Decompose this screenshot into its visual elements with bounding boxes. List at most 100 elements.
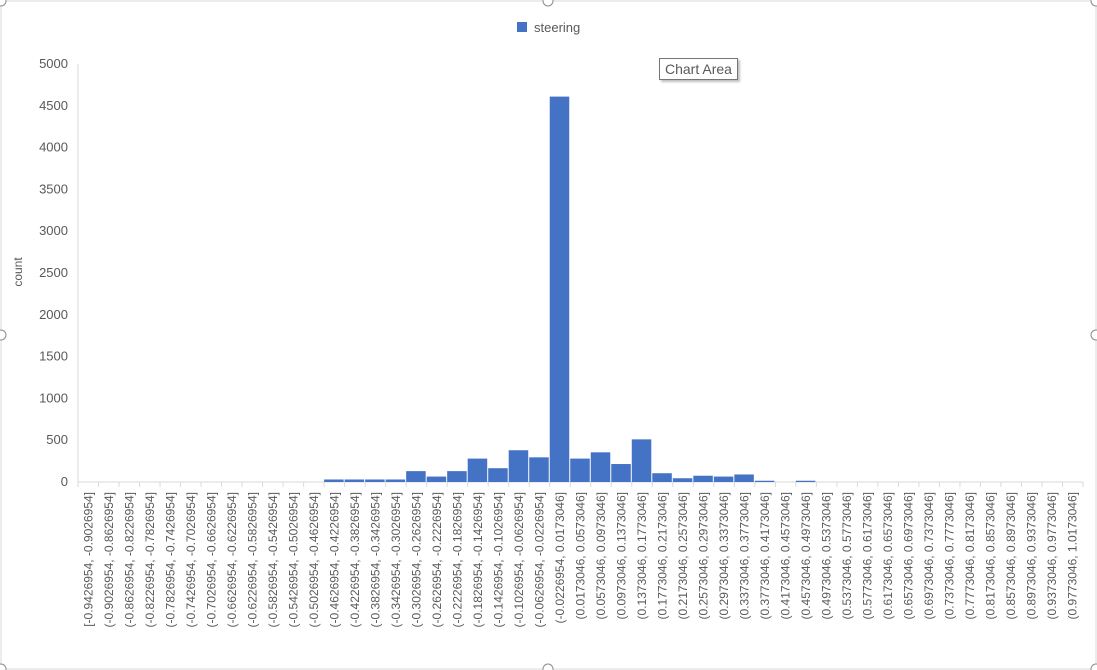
- x-tick-label: (-0.3826954, -0.3426954]: [368, 492, 382, 627]
- x-tick-label: (0.4173046, 0.4573046]: [779, 492, 793, 619]
- x-tick-label: (0.4973046, 0.5373046]: [820, 492, 834, 619]
- y-axis-title: count: [11, 257, 25, 287]
- x-tick-label: (-0.2626954, -0.2226954]: [430, 492, 444, 627]
- x-tick-label: (0.6173046, 0.6573046]: [881, 492, 895, 619]
- bar[interactable]: [488, 468, 508, 482]
- x-tick-label: (-0.5826954, -0.5426954]: [266, 492, 280, 627]
- bar[interactable]: [529, 457, 549, 482]
- resize-handle[interactable]: [1090, 663, 1097, 670]
- x-tick-label: (0.0573046, 0.0973046]: [594, 492, 608, 619]
- y-tick-label: 2000: [39, 307, 68, 322]
- bar[interactable]: [365, 479, 385, 482]
- x-tick-label: (0.0973046, 0.1373046]: [615, 492, 629, 619]
- x-tick-label: (0.2173046, 0.2573046]: [676, 492, 690, 619]
- x-tick-label: (-0.4626954, -0.4226954]: [327, 492, 341, 627]
- y-tick-label: 3500: [39, 181, 68, 196]
- x-tick-label: (0.9773046, 1.0173046]: [1066, 492, 1080, 619]
- x-tick-label: (-0.7026954, -0.6626954]: [204, 492, 218, 627]
- bar[interactable]: [426, 476, 447, 482]
- x-axis[interactable]: [-0.9426954, -0.9026954] (-0.9026954, -0.…: [77, 481, 1084, 627]
- resize-handle[interactable]: [542, 663, 554, 670]
- bar[interactable]: [406, 471, 426, 482]
- x-tick-label: (0.2573046, 0.2973046]: [697, 492, 711, 619]
- x-tick-label: (-0.1026954, -0.0626954]: [512, 492, 526, 627]
- bar[interactable]: [467, 458, 488, 482]
- x-tick-label: (0.1773046, 0.2173046]: [656, 492, 670, 619]
- x-tick-label: (0.7773046, 0.8173046]: [963, 492, 977, 619]
- y-tick-label: 4500: [39, 98, 68, 113]
- x-tick-label: (-0.8226954, -0.7826954]: [143, 492, 157, 627]
- resize-handle[interactable]: [0, 0, 7, 7]
- x-tick-label: (-0.2226954, -0.1826954]: [450, 492, 464, 627]
- x-tick-label: (0.3373046, 0.3773046]: [738, 492, 752, 619]
- x-tick-label: (0.8573046, 0.8973046]: [1004, 492, 1018, 619]
- x-tick-label: (0.9373046, 0.9773046]: [1045, 492, 1059, 619]
- bar[interactable]: [611, 464, 631, 482]
- y-tick-label: 4000: [39, 140, 68, 155]
- x-tick-label: (-0.4226954, -0.3826954]: [348, 492, 362, 627]
- x-tick-label: (0.8173046, 0.8573046]: [984, 492, 998, 619]
- x-tick-label: (0.5773046, 0.6173046]: [861, 492, 875, 619]
- bar[interactable]: [734, 474, 754, 482]
- resize-handle[interactable]: [0, 663, 7, 670]
- x-tick-label: (0.0173046, 0.0573046]: [574, 492, 588, 619]
- y-tick-label: 2500: [39, 265, 68, 280]
- x-tick-label: (-0.7426954, -0.7026954]: [184, 492, 198, 627]
- plot-area[interactable]: [324, 96, 816, 482]
- x-tick-label: (-0.9026954, -0.8626954]: [102, 492, 116, 627]
- bar[interactable]: [713, 476, 734, 482]
- bar[interactable]: [672, 478, 693, 482]
- y-tick-label: 3000: [39, 223, 68, 238]
- x-tick-label: (-0.7826954, -0.7426954]: [163, 492, 177, 627]
- bar[interactable]: [344, 479, 365, 482]
- x-tick-label: (-0.3426954, -0.3026954]: [389, 492, 403, 627]
- bar[interactable]: [447, 471, 467, 482]
- bar[interactable]: [385, 479, 406, 482]
- y-axis[interactable]: 0 500 1000 1500 2000 2500 3000 3500 4000 4500 5000: [39, 56, 79, 489]
- legend[interactable]: steering: [517, 20, 580, 35]
- legend-label-steering: steering: [534, 20, 580, 35]
- x-tick-label: (-0.5026954, -0.4626954]: [307, 492, 321, 627]
- y-tick-label: 5000: [39, 56, 68, 71]
- x-tick-label: (0.1373046, 0.1773046]: [635, 492, 649, 619]
- chart-area-tooltip: Chart Area: [659, 58, 738, 80]
- x-tick-label: (0.2973046, 0.3373046]: [717, 492, 731, 619]
- resize-handle[interactable]: [542, 0, 554, 7]
- x-tick-label: (-0.0626954, -0.0226954]: [532, 492, 546, 627]
- bar[interactable]: [570, 458, 590, 482]
- x-tick-label: (0.6973046, 0.7373046]: [922, 492, 936, 619]
- bar[interactable]: [631, 439, 652, 482]
- bar[interactable]: [590, 452, 611, 482]
- legend-swatch-steering: [517, 22, 527, 32]
- x-tick-label: (-0.1426954, -0.1026954]: [491, 492, 505, 627]
- bar[interactable]: [324, 479, 344, 482]
- resize-handle[interactable]: [1090, 329, 1097, 341]
- x-tick-label: (0.5373046, 0.5773046]: [840, 492, 854, 619]
- x-tick-label: [-0.9426954, -0.9026954]: [81, 492, 95, 627]
- bar[interactable]: [754, 480, 775, 482]
- x-tick-label: (0.6573046, 0.6973046]: [902, 492, 916, 619]
- x-tick-label: (-0.6626954, -0.6226954]: [225, 492, 239, 627]
- y-tick-label: 500: [46, 432, 68, 447]
- bar[interactable]: [549, 96, 570, 482]
- x-tick-label: (-0.5426954, -0.5026954]: [286, 492, 300, 627]
- x-tick-label: (-0.6226954, -0.5826954]: [245, 492, 259, 627]
- y-tick-label: 1000: [39, 390, 68, 405]
- bar[interactable]: [795, 480, 816, 482]
- bar[interactable]: [508, 450, 529, 482]
- x-tick-label: (0.3773046, 0.4173046]: [758, 492, 772, 619]
- bar[interactable]: [652, 473, 672, 482]
- bar[interactable]: [693, 475, 713, 482]
- x-tick-label: (0.7373046, 0.7773046]: [943, 492, 957, 619]
- x-tick-label: (-0.3026954, -0.2626954]: [409, 492, 423, 627]
- x-tick-label: (-0.0226954, 0.0173046]: [553, 492, 567, 623]
- resize-handle[interactable]: [1090, 0, 1097, 7]
- x-tick-label: (0.8973046, 0.9373046]: [1025, 492, 1039, 619]
- y-tick-label: 0: [61, 474, 68, 489]
- y-tick-label: 1500: [39, 349, 68, 364]
- resize-handle[interactable]: [0, 329, 7, 341]
